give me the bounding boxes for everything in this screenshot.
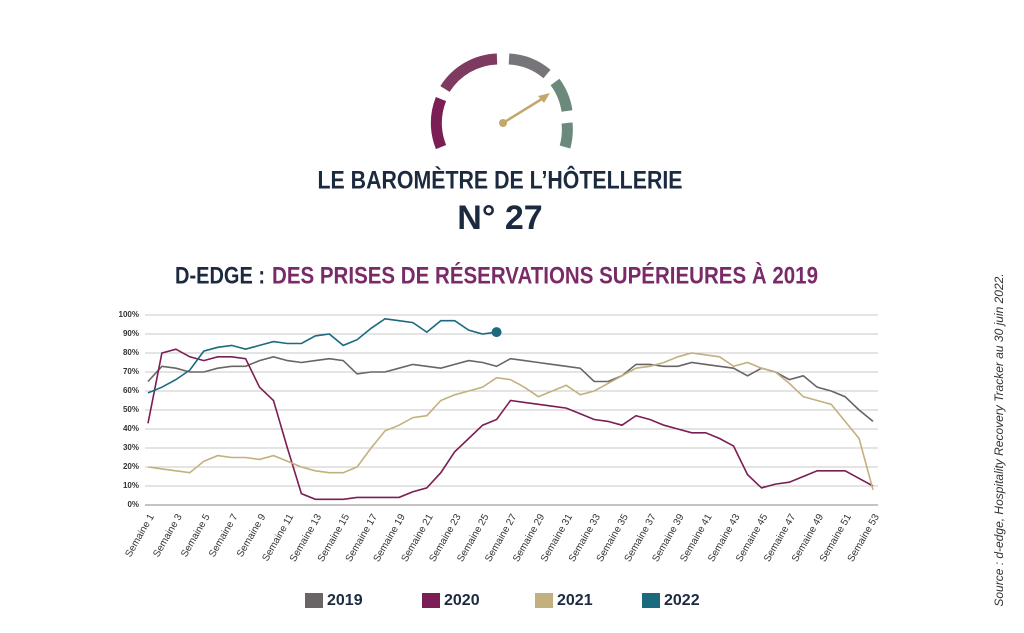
legend-label: 2020	[444, 592, 480, 609]
end-marker	[491, 327, 502, 338]
title: LE BAROMÈTRE DE L’HÔTELLERIE	[318, 165, 683, 195]
legend-swatch	[422, 593, 440, 608]
y-tick-label: 80%	[123, 348, 139, 357]
series-line	[147, 352, 874, 491]
chart: 0%10%20%30%40%50%60%70%80%90%100%Semaine…	[119, 310, 883, 609]
legend-swatch	[305, 593, 323, 608]
issue-number: N° 27	[457, 199, 542, 237]
legend-swatch	[642, 593, 660, 608]
y-tick-label: 70%	[123, 367, 139, 376]
legend-label: 2019	[327, 592, 363, 609]
legend-label: 2022	[664, 592, 700, 609]
legend-swatch	[535, 593, 553, 608]
y-tick-label: 40%	[123, 424, 139, 433]
series-line	[147, 355, 874, 423]
source-note: Source : d-edge, Hospitality Recovery Tr…	[992, 273, 1006, 606]
series-line	[147, 348, 874, 501]
y-tick-label: 0%	[127, 500, 139, 509]
y-tick-label: 10%	[123, 481, 139, 490]
y-tick-label: 50%	[123, 405, 139, 414]
subtitle-lead: D-EDGE :	[175, 262, 265, 289]
y-tick-label: 30%	[123, 443, 139, 452]
y-tick-label: 90%	[123, 329, 139, 338]
y-tick-label: 60%	[123, 386, 139, 395]
y-tick-label: 100%	[119, 310, 139, 319]
series-line	[147, 317, 497, 394]
y-tick-label: 20%	[123, 462, 139, 471]
subtitle: DES PRISES DE RÉSERVATIONS SUPÉRIEURES À…	[272, 261, 818, 289]
legend-label: 2021	[557, 592, 593, 609]
gauge-icon	[430, 53, 573, 150]
